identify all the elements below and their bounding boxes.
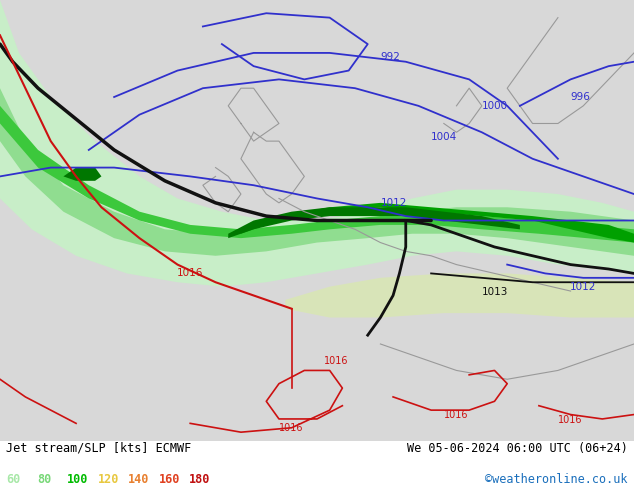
Text: 80: 80 xyxy=(37,473,51,486)
Text: 1016: 1016 xyxy=(177,269,204,278)
Text: 120: 120 xyxy=(98,473,119,486)
Polygon shape xyxy=(285,273,634,318)
Polygon shape xyxy=(63,168,101,181)
Text: ©weatheronline.co.uk: ©weatheronline.co.uk xyxy=(485,473,628,486)
Text: 992: 992 xyxy=(380,52,400,62)
Bar xyxy=(0,441,634,490)
Text: Jet stream/SLP [kts] ECMWF: Jet stream/SLP [kts] ECMWF xyxy=(6,441,191,455)
Polygon shape xyxy=(0,79,634,243)
Text: 60: 60 xyxy=(6,473,20,486)
Text: 160: 160 xyxy=(158,473,180,486)
Text: 1013: 1013 xyxy=(482,287,508,296)
Text: 1012: 1012 xyxy=(570,282,597,292)
Text: 996: 996 xyxy=(571,92,590,102)
Polygon shape xyxy=(241,203,634,243)
Text: 1012: 1012 xyxy=(380,198,407,208)
Text: We 05-06-2024 06:00 UTC (06+24): We 05-06-2024 06:00 UTC (06+24) xyxy=(407,441,628,455)
Text: 100: 100 xyxy=(67,473,89,486)
Text: 1016: 1016 xyxy=(324,356,348,366)
Text: 1016: 1016 xyxy=(559,415,583,424)
Text: 1000: 1000 xyxy=(482,101,508,111)
Text: 140: 140 xyxy=(128,473,150,486)
Text: 1016: 1016 xyxy=(280,423,304,433)
Polygon shape xyxy=(0,35,634,256)
Text: 1004: 1004 xyxy=(431,132,457,142)
Text: 180: 180 xyxy=(189,473,210,486)
Polygon shape xyxy=(0,0,634,287)
Polygon shape xyxy=(228,207,520,238)
Text: 1016: 1016 xyxy=(444,410,469,420)
